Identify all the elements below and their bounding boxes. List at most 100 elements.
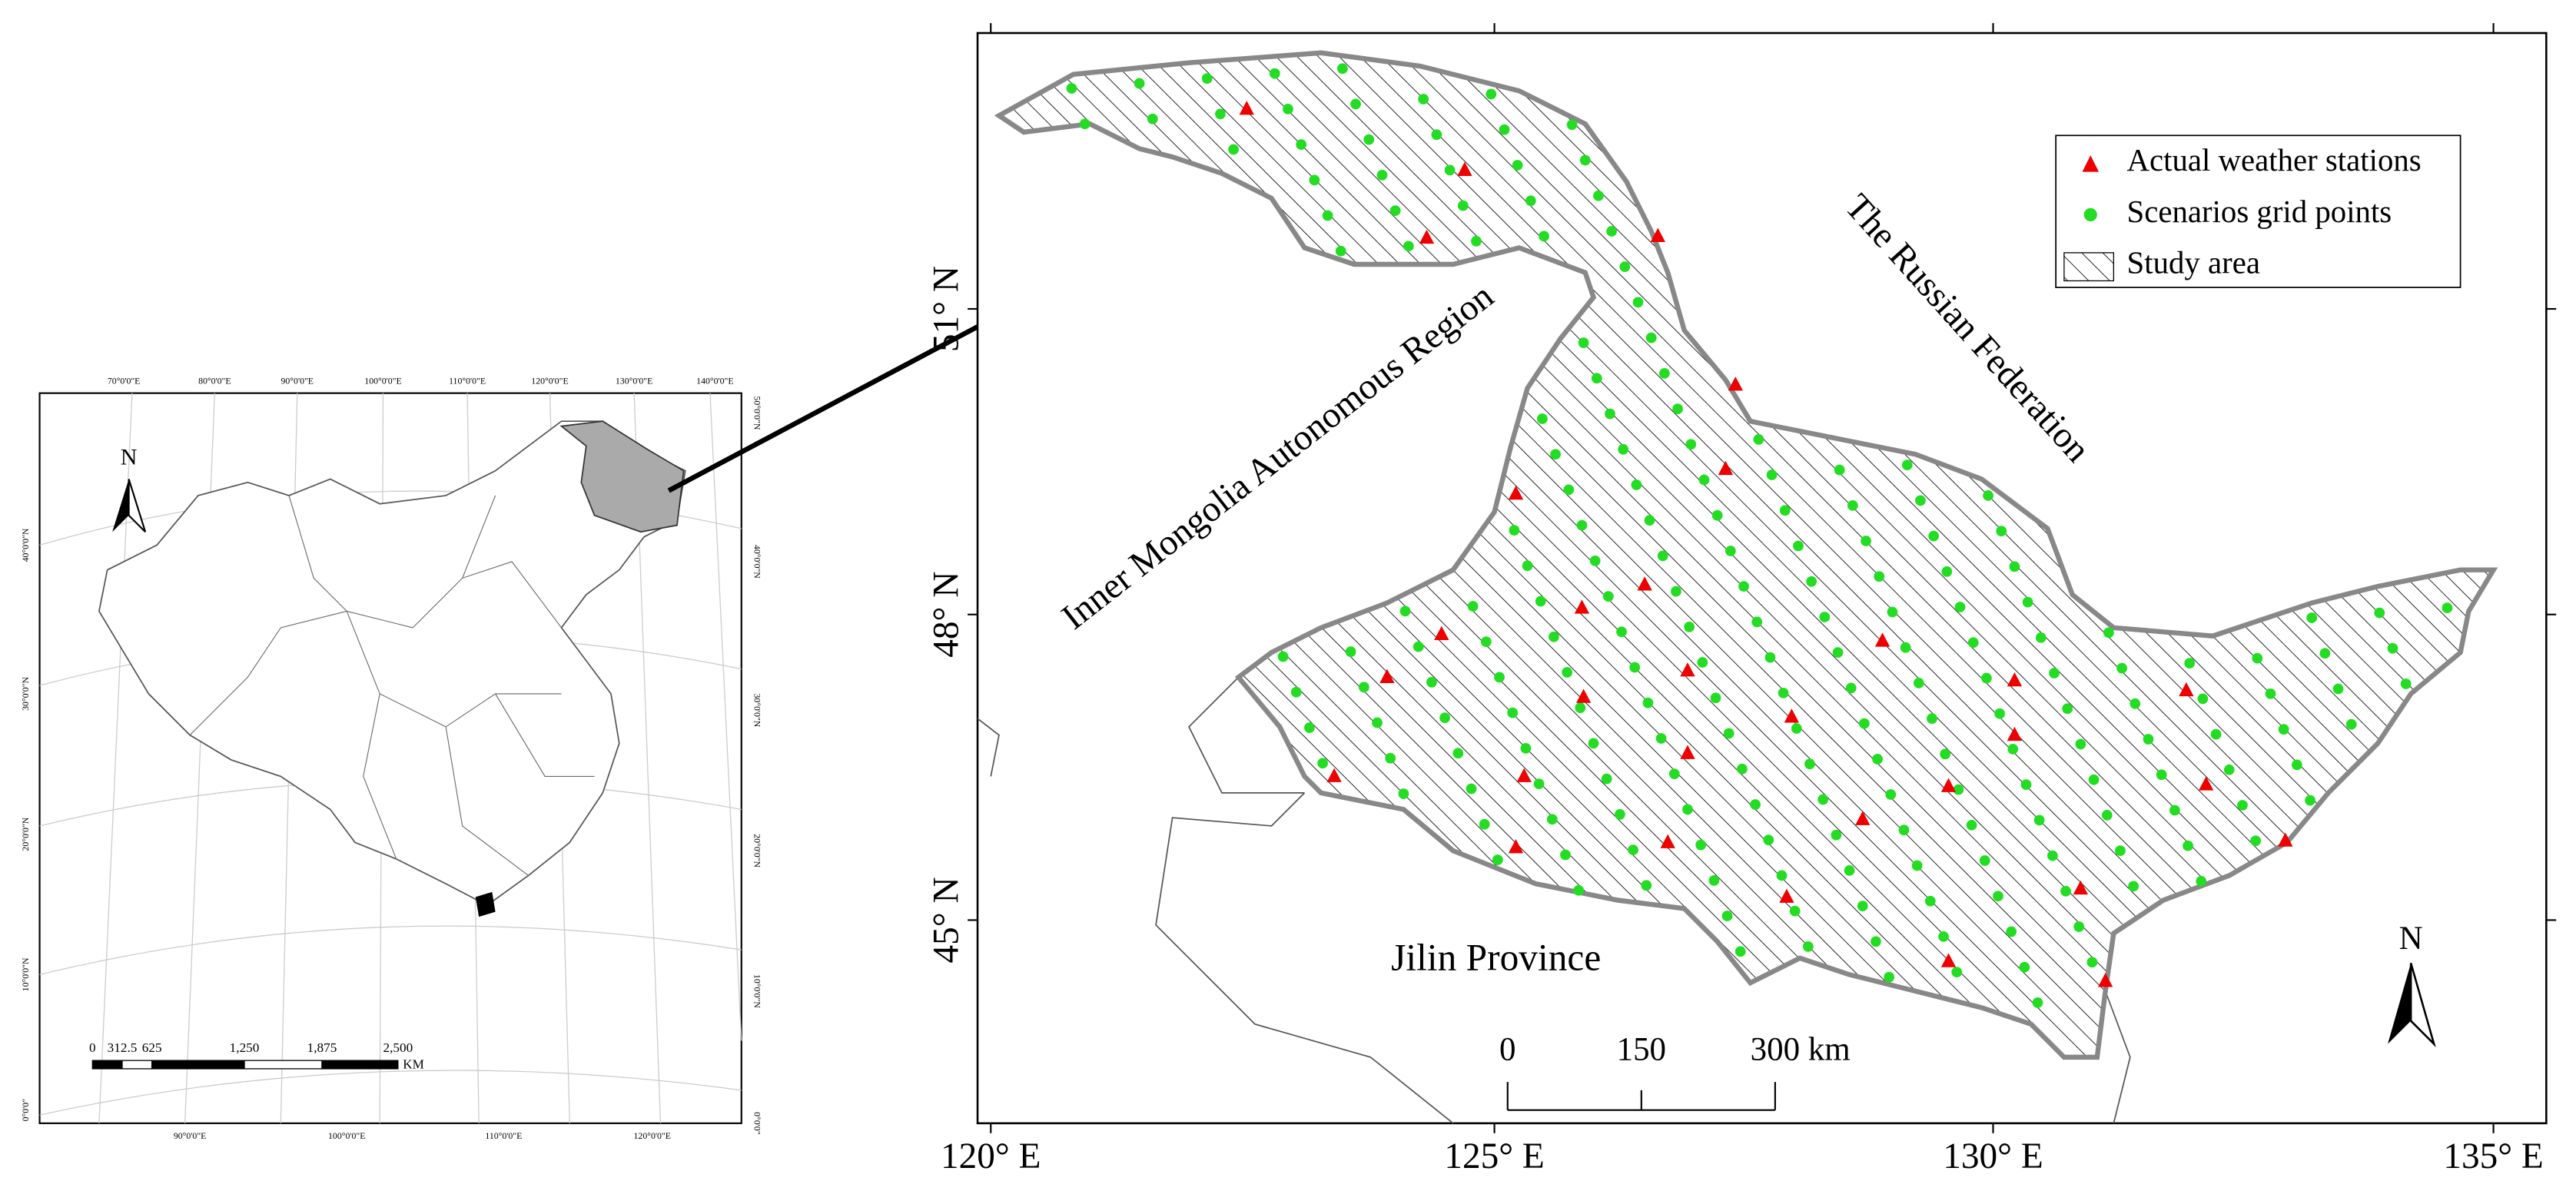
grid-point (1616, 626, 1627, 638)
grid-point (1644, 515, 1655, 526)
grid-point (1847, 499, 1858, 511)
grid-point (1228, 144, 1239, 155)
weather-station (2097, 973, 2113, 987)
grid-point (2020, 779, 2032, 791)
grid-point (1898, 824, 1910, 836)
grid-point (1372, 717, 1383, 728)
grid-point (2184, 658, 2196, 669)
weather-station (2278, 832, 2293, 847)
grid-point (2116, 662, 2127, 674)
grid-point (1940, 748, 1951, 760)
weather-station (1434, 625, 1449, 641)
grid-point (1589, 555, 1601, 566)
grid-point (2088, 774, 2100, 785)
study-area (994, 50, 2498, 1060)
grid-point (2387, 642, 2398, 654)
grid-point (1439, 712, 1451, 723)
grid-point (2047, 850, 2058, 861)
inset-scale-label: 1,875 (307, 1040, 337, 1055)
grid-point (1601, 773, 1612, 785)
grid-point (1953, 784, 1964, 795)
weather-station (1855, 811, 1871, 825)
grid-point (2032, 997, 2043, 1008)
grid-point (1537, 413, 1548, 424)
y-tick-label: 45° N (926, 877, 966, 963)
grid-point (1885, 789, 1897, 800)
grid-point (1725, 546, 1736, 556)
region-label: Jilin Province (1391, 937, 1601, 979)
inset-scale-label: 0 (89, 1040, 96, 1055)
grid-point (1317, 758, 1328, 769)
grid-point (1789, 905, 1801, 917)
study-area-inset (559, 420, 685, 533)
grid-point (1872, 753, 1883, 765)
weather-station (1779, 888, 1794, 903)
grid-point (1147, 113, 1158, 124)
grid-point (1215, 108, 1226, 120)
legend-box (2055, 134, 2461, 288)
grid-point (1738, 581, 1749, 592)
grid-point (1566, 119, 1578, 131)
grid-point (1857, 901, 1868, 912)
grid-point (1734, 946, 1746, 957)
grid-point (1954, 602, 1966, 612)
inset-top-label: 140°0'0"E (696, 375, 733, 386)
grid-point (1871, 936, 1881, 947)
grid-point (1535, 596, 1546, 607)
inset-scale-label: 312.5 (108, 1040, 138, 1055)
grid-point (2101, 810, 2113, 821)
inset-bottom-label: 110°0'0"E (485, 1130, 522, 1141)
weather-station (1326, 768, 1342, 782)
grid-point (1579, 154, 1591, 166)
grid-point (2306, 612, 2318, 623)
grid-point (1710, 692, 1721, 704)
grid-point (1573, 884, 1585, 896)
weather-station (1637, 576, 1652, 591)
grid-point (1385, 752, 1396, 764)
inset-right-label: 20°0'0"N (752, 834, 762, 868)
grid-point (1887, 606, 1898, 618)
grid-point (2374, 607, 2385, 619)
grid-point (1471, 235, 1482, 247)
grid-point (1337, 63, 1348, 75)
legend-label: Scenarios grid points (2127, 194, 2392, 229)
inset-bottom-label: 90°0'0"E (174, 1130, 207, 1141)
x-tick-label: 135° E (2443, 1136, 2543, 1176)
grid-point (1915, 495, 1926, 506)
grid-point (1066, 83, 1077, 94)
grid-point (2197, 693, 2209, 705)
grid-point (1431, 129, 1442, 141)
weather-station (2007, 726, 2023, 741)
grid-point (1750, 799, 1761, 810)
grid-point (1629, 662, 1641, 673)
inset-north-label: N (121, 444, 138, 470)
grid-point (2156, 769, 2167, 781)
grid-point (1389, 205, 1401, 216)
scale-segment (91, 1060, 123, 1070)
inset-right-label: 40°0'0"N (752, 545, 762, 579)
grid-point (1522, 560, 1533, 572)
legend-label: Study area (2127, 245, 2260, 280)
weather-station (1728, 377, 1743, 391)
weather-station (1575, 688, 1592, 703)
grid-point (1576, 519, 1588, 531)
grid-point (1844, 865, 1855, 876)
y-tick-label: 48° N (926, 572, 966, 658)
north-label: N (2399, 921, 2423, 957)
grid-point (2007, 744, 2019, 755)
grid-point (2103, 627, 2114, 639)
y-tick-label: 51° N (926, 266, 966, 352)
grid-point (1819, 612, 1831, 622)
grid-point (2442, 602, 2453, 614)
grid-point (1418, 94, 1429, 105)
grid-point (1277, 651, 1289, 662)
grid-point (1682, 804, 1693, 815)
grid-point (1793, 540, 1804, 552)
grid-point (1641, 880, 1652, 891)
grid-point (1791, 723, 1802, 734)
grid-point (1525, 195, 1536, 207)
grid-point (1606, 226, 1618, 237)
scale-label: 150 (1617, 1031, 1666, 1067)
grid-point (1764, 652, 1776, 663)
grid-point (2060, 885, 2071, 897)
